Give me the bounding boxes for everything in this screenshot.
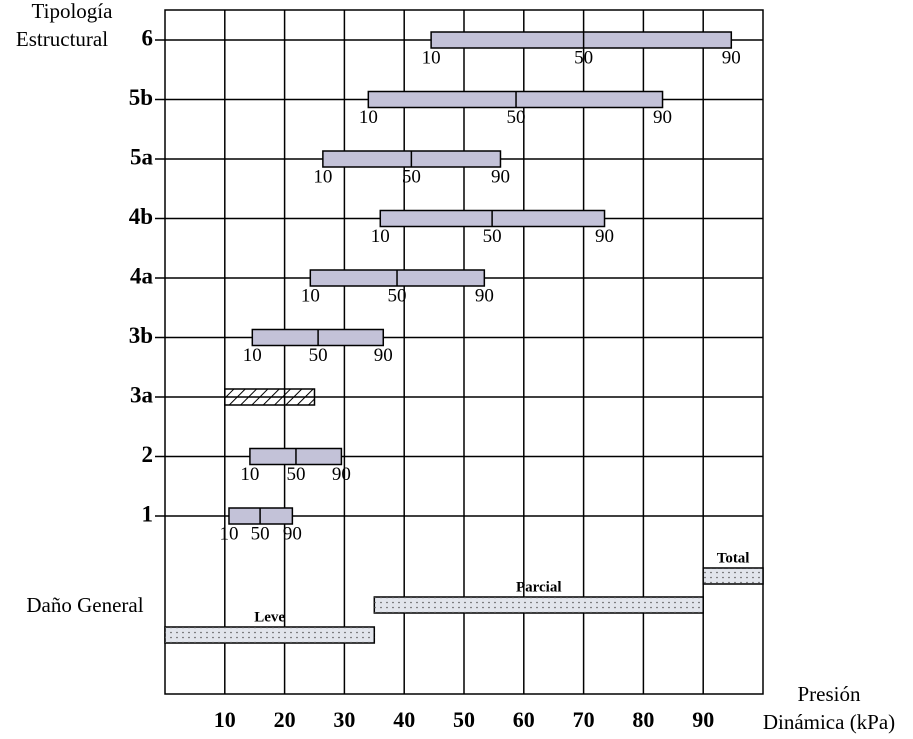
percentile-label: 90 <box>283 523 302 544</box>
y-tick-label: 4a <box>130 263 154 288</box>
percentile-label: 50 <box>388 285 407 306</box>
y-axis-label: Estructural <box>16 27 108 51</box>
range-bar <box>224 388 316 406</box>
x-tick-label: 50 <box>453 707 475 732</box>
percentile-label: 50 <box>483 226 502 247</box>
percentile-label: 10 <box>313 166 332 187</box>
damage-band-label: Total <box>717 550 750 566</box>
percentile-label: 10 <box>301 285 320 306</box>
percentile-label: 10 <box>240 464 259 485</box>
percentile-label: 90 <box>475 285 494 306</box>
percentile-label: 50 <box>309 345 328 366</box>
x-tick-label: 30 <box>333 707 355 732</box>
y-tick-label: 1 <box>142 501 154 526</box>
percentile-label: 50 <box>402 166 421 187</box>
x-tick-label: 90 <box>692 707 714 732</box>
y-tick-label: 6 <box>142 25 154 50</box>
damage-band-dots <box>374 597 704 613</box>
damage-band-label: Parcial <box>516 579 562 595</box>
percentile-label: 50 <box>251 523 270 544</box>
percentile-label: 90 <box>374 345 393 366</box>
damage-band-label: Leve <box>254 609 285 625</box>
percentile-label: 50 <box>574 47 593 68</box>
y-tick-label: 3a <box>130 382 154 407</box>
damage-band-dots <box>165 627 375 643</box>
damage-band-dots <box>703 568 763 584</box>
percentile-label: 90 <box>491 166 510 187</box>
percentile-label: 10 <box>243 345 262 366</box>
percentile-label: 10 <box>371 226 390 247</box>
percentile-label: 10 <box>359 107 378 128</box>
y-axis-label: Tipología <box>32 0 114 23</box>
y-tick-label: 4b <box>129 204 153 229</box>
percentile-label: 90 <box>595 226 614 247</box>
x-tick-label: 70 <box>573 707 595 732</box>
y-tick-label: 3b <box>129 323 153 348</box>
range-bar <box>430 31 733 49</box>
x-tick-label: 40 <box>393 707 415 732</box>
y-tick-label: 5b <box>129 85 153 110</box>
percentile-label: 10 <box>219 523 238 544</box>
percentile-label: 50 <box>507 107 526 128</box>
damage-label: Daño General <box>26 593 143 617</box>
percentile-label: 50 <box>286 464 305 485</box>
x-tick-label: 20 <box>274 707 296 732</box>
percentile-label: 90 <box>722 47 741 68</box>
percentile-label: 90 <box>332 464 351 485</box>
x-axis-label: Dinámica (kPa) <box>763 710 895 734</box>
x-tick-label: 10 <box>214 707 236 732</box>
x-axis-label: Presión <box>798 682 862 706</box>
x-tick-label: 80 <box>632 707 654 732</box>
percentile-label: 90 <box>653 107 672 128</box>
y-tick-label: 2 <box>142 442 154 467</box>
x-tick-label: 60 <box>513 707 535 732</box>
y-tick-label: 5a <box>130 144 154 169</box>
percentile-label: 10 <box>422 47 441 68</box>
